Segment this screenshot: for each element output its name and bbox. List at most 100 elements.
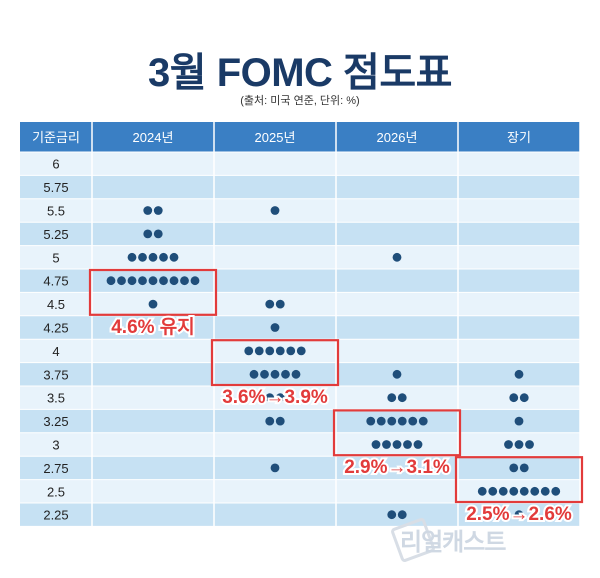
column-header: 2025년: [255, 130, 296, 145]
dot: [540, 486, 550, 496]
rate-label: 3: [52, 438, 59, 453]
dot: [159, 252, 168, 262]
chart-subtitle: (출처: 미국 연준, 단위: %): [240, 95, 360, 107]
annotation-label: 2.9%→3.1%: [344, 457, 450, 478]
dot: [366, 416, 376, 426]
dot: [382, 440, 391, 449]
dot: [169, 276, 179, 286]
dot: [530, 486, 540, 496]
dot: [265, 393, 275, 403]
rate-label: 3.5: [47, 391, 65, 406]
dot: [265, 346, 275, 356]
table-row: [20, 432, 580, 457]
dot: [270, 369, 280, 379]
dot: [509, 463, 519, 473]
column-header: 2024년: [133, 130, 174, 145]
dot: [376, 416, 386, 426]
dot: [403, 440, 412, 449]
dot: [397, 510, 407, 520]
dot: [270, 206, 280, 215]
dot: [143, 229, 153, 239]
dot: [169, 252, 179, 262]
dot: [190, 276, 200, 286]
column-header: 장기: [507, 130, 531, 145]
table-row: [20, 222, 580, 246]
dot: [418, 416, 428, 426]
dot: [291, 369, 301, 379]
dot: [244, 346, 254, 356]
table-row: [20, 269, 580, 293]
dot: [392, 369, 402, 379]
dot: [127, 252, 137, 262]
dot: [143, 206, 153, 215]
highlight-box: [332, 409, 462, 457]
dot: [371, 440, 381, 449]
dot: [514, 440, 524, 449]
dot: [153, 229, 163, 239]
dot: [413, 440, 423, 449]
dot: [180, 276, 189, 286]
column-header-rate: 기준금리: [32, 130, 80, 145]
dot: [148, 276, 158, 286]
table-row: [20, 152, 580, 176]
table-row: [20, 245, 580, 269]
dot: [159, 276, 168, 286]
dot: [286, 346, 296, 356]
dot: [275, 299, 285, 309]
dot: [270, 463, 280, 473]
dot: [392, 440, 402, 449]
rate-label: 2.5: [47, 484, 65, 499]
dot: [127, 276, 137, 286]
rate-label: 2.25: [43, 508, 68, 523]
dot: [153, 206, 163, 215]
dot: [260, 369, 269, 379]
dot: [270, 323, 280, 332]
dot: [265, 416, 275, 426]
dot: [514, 510, 524, 520]
dot: [509, 486, 519, 496]
dot: [254, 346, 264, 356]
dot: [514, 369, 524, 379]
dot: [387, 510, 397, 520]
watermark-text: 리얼캐스트: [400, 529, 506, 556]
dot: [498, 486, 508, 496]
dot: [296, 346, 306, 356]
annotation-label: 3.6%→3.9%: [222, 387, 328, 408]
annotation-label: 4.6% 유지: [111, 316, 195, 338]
dot: [477, 486, 487, 496]
dot: [275, 393, 285, 403]
rate-label: 5.25: [43, 227, 68, 242]
dot: [392, 252, 402, 262]
dot: [387, 416, 397, 426]
dot: [488, 486, 498, 496]
highlight-box: [88, 268, 218, 316]
rate-label: 4.5: [47, 297, 65, 312]
rate-label: 2.75: [43, 461, 68, 476]
dot: [106, 276, 116, 286]
dot: [509, 393, 519, 403]
dot: [397, 393, 407, 403]
dot: [519, 486, 529, 496]
table-row: [20, 175, 580, 199]
table-row: [20, 409, 580, 433]
dot: [138, 276, 147, 286]
dot: [514, 416, 524, 426]
dot: [148, 252, 158, 262]
table-row: [20, 198, 580, 223]
table-row: [20, 386, 580, 410]
table-row: [20, 503, 580, 527]
dot: [504, 440, 513, 449]
highlight-box: [454, 456, 584, 504]
rate-label: 6: [52, 157, 59, 172]
highlight-box: [210, 339, 340, 387]
dot: [275, 416, 285, 426]
table-row: [20, 479, 580, 503]
rate-label: 5: [52, 250, 59, 265]
dot: [408, 416, 418, 426]
dot: [117, 276, 126, 286]
table-row: [20, 292, 580, 316]
dot: [397, 416, 407, 426]
chart-title: 3월 FOMC 점도표: [148, 51, 452, 95]
table-header: [20, 122, 580, 152]
